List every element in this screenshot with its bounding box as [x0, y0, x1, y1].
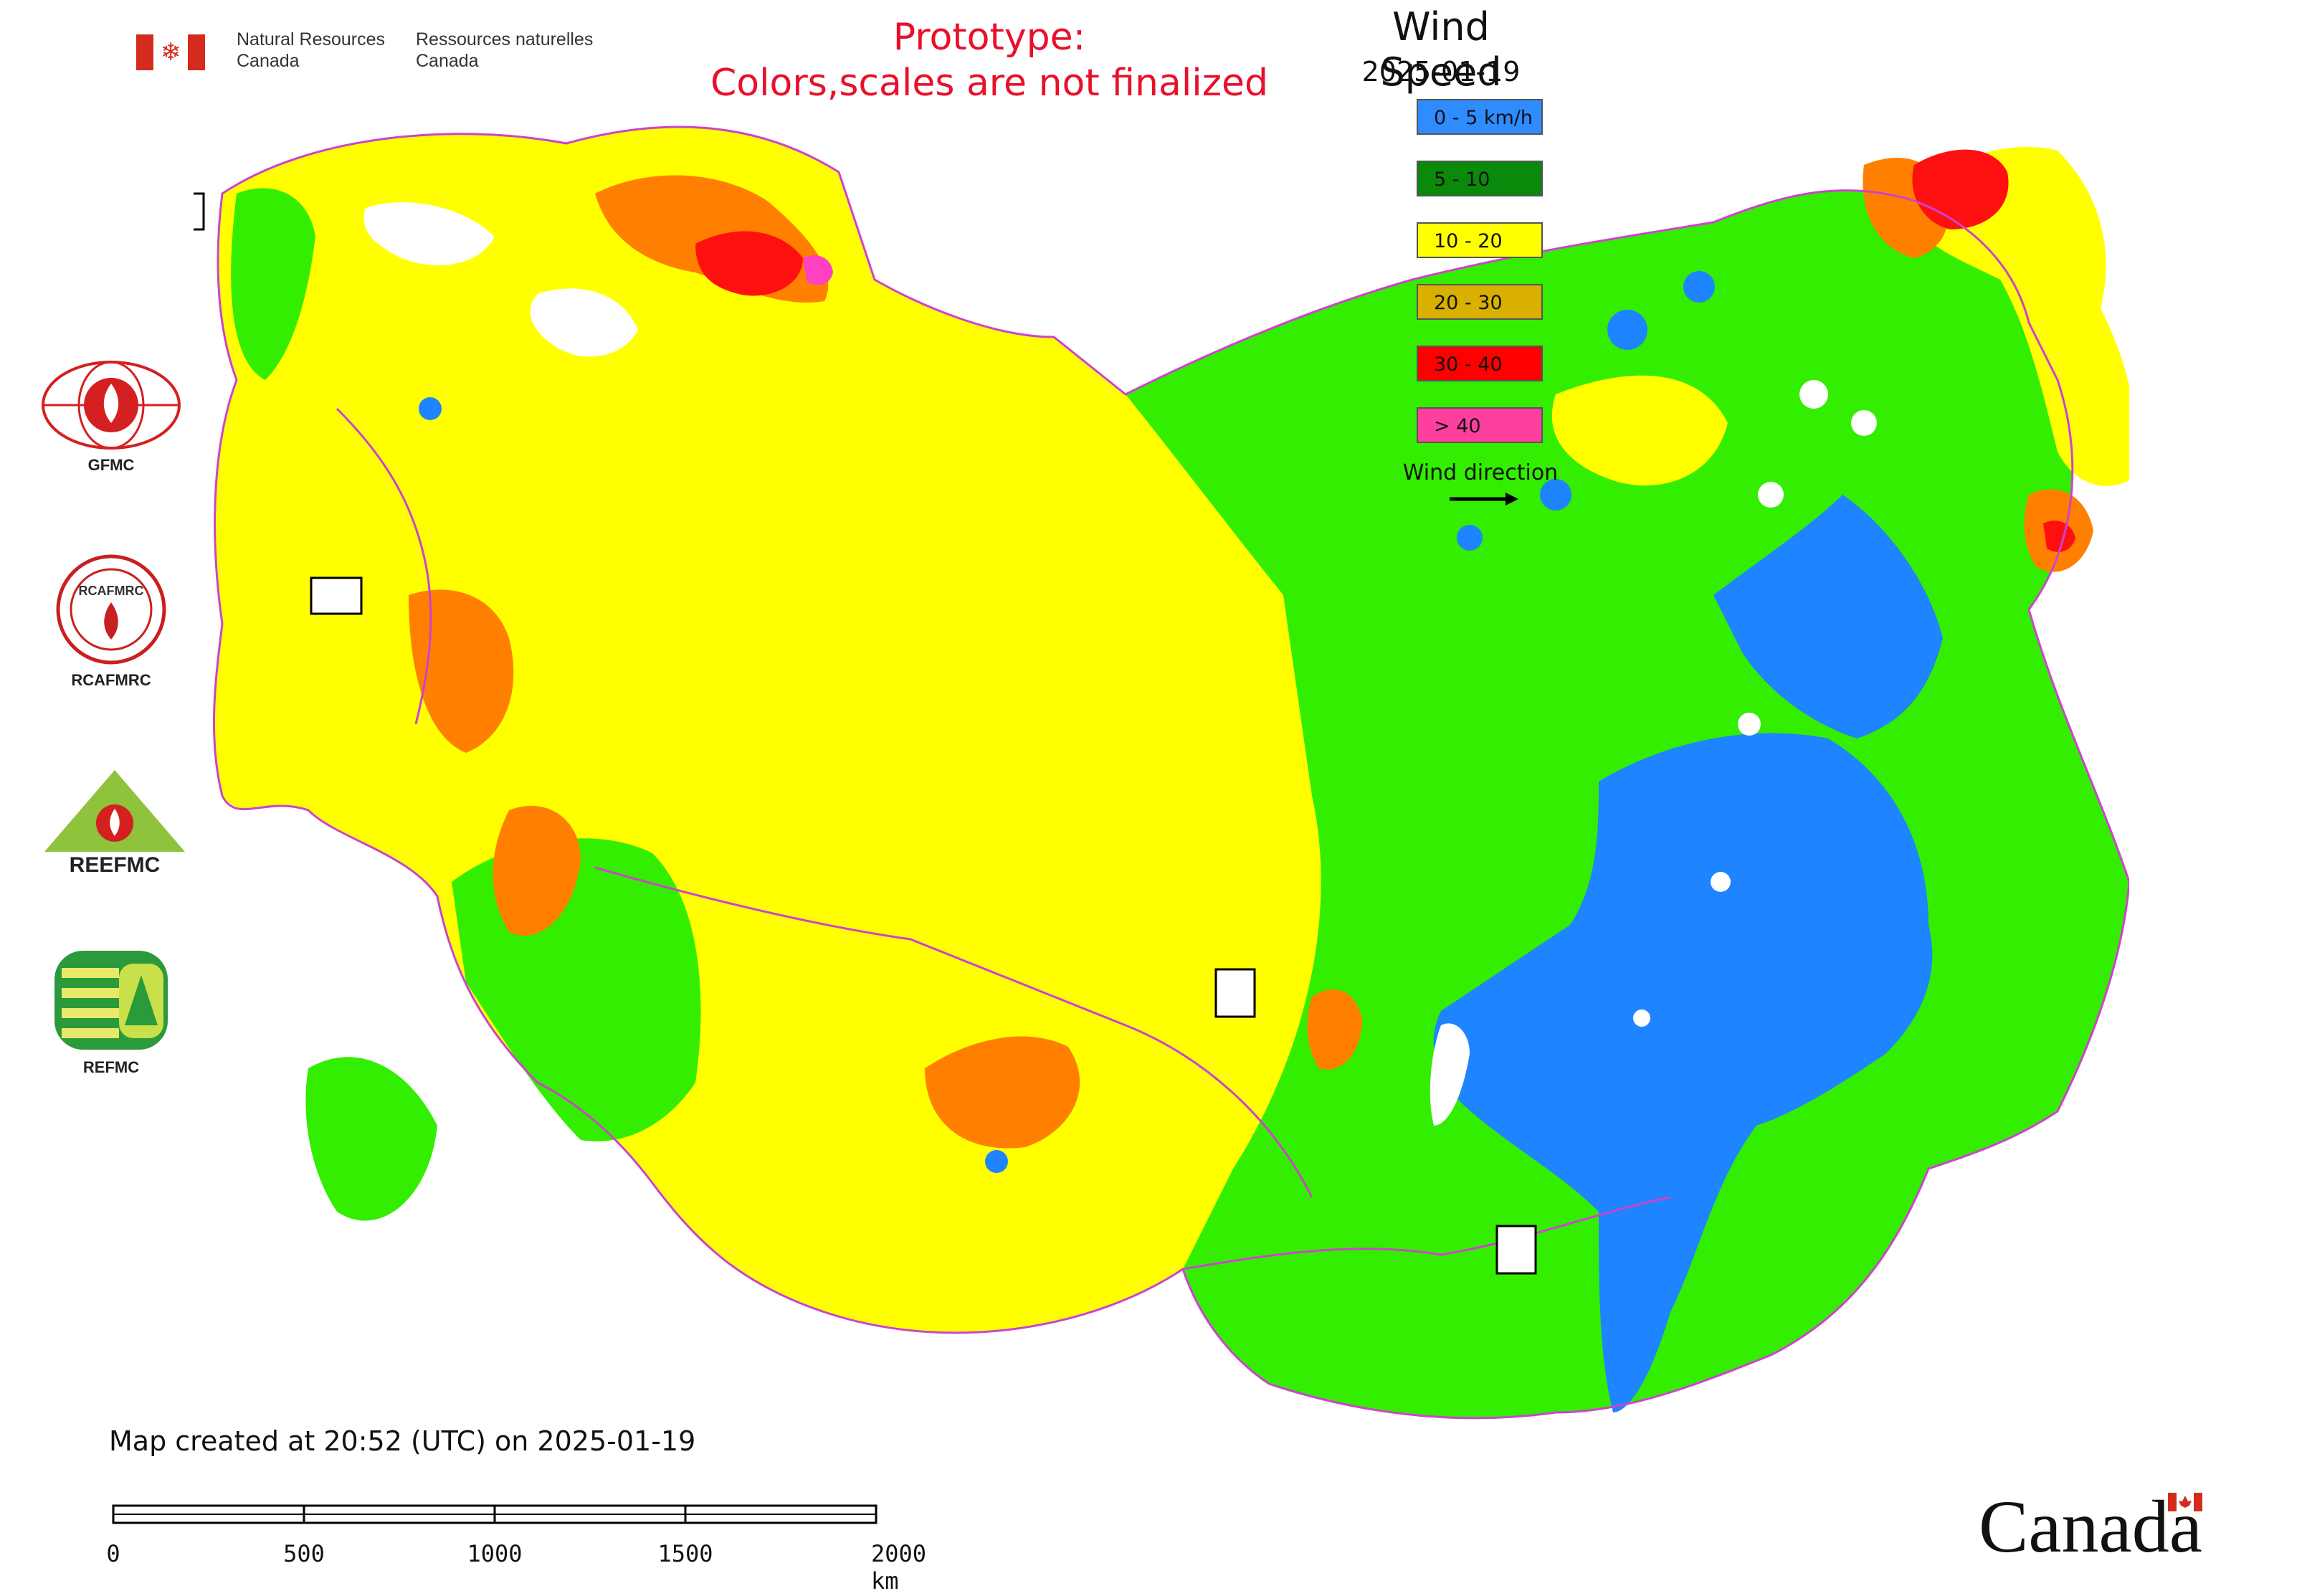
- reefmc-logo: REEFMC: [36, 767, 194, 879]
- wind-speed-map: [194, 125, 2129, 1420]
- region-gale: [803, 255, 833, 285]
- reefmc-logo-icon: REEFMC: [44, 770, 185, 877]
- legend-item-5-10: 5 - 10: [1417, 161, 1543, 196]
- legend-item-30-40: 30 - 40: [1417, 346, 1543, 381]
- refmc-label: REFMC: [82, 1058, 140, 1076]
- scale-bar-graphic: [112, 1504, 877, 1524]
- water-bodies: [363, 202, 1470, 1126]
- reefmc-wordmark: REEFMC: [70, 853, 161, 875]
- country-borders: [212, 125, 2129, 1420]
- scale-label-0: 0: [106, 1540, 120, 1567]
- canada-wordmark-flag-icon: [2167, 1493, 2202, 1511]
- svg-text:RCAFMRC: RCAFMRC: [79, 584, 144, 598]
- scale-label-500: 500: [283, 1540, 325, 1567]
- canada-flag-icon: ❄: [136, 34, 205, 70]
- rcafmrc-label: RCAFMRC: [71, 671, 151, 689]
- region-calm-east: [1433, 495, 1943, 1412]
- legend-item-10-20: 10 - 20: [1417, 222, 1543, 258]
- gfmc-logo-icon: [42, 361, 181, 450]
- region-northeast-moderate: [1551, 146, 2129, 486]
- nrcan-signature: ❄ Natural Resources Canada Ressources nat…: [136, 29, 609, 79]
- rcafmrc-site-marker: [1495, 1225, 1537, 1275]
- scale-label-2000: 2000 km: [871, 1540, 927, 1595]
- refmc-site-marker: [1214, 968, 1256, 1018]
- gfmc-site-marker: [194, 192, 205, 231]
- calm-spots: [419, 271, 1715, 1173]
- canada-wordmark: Canada: [1979, 1486, 2202, 1568]
- scale-label-1000: 1000: [467, 1540, 523, 1567]
- nrc-english-name: Natural Resources Canada: [237, 29, 386, 71]
- site-markers: [194, 192, 1537, 1275]
- gfmc-label: GFMC: [87, 456, 135, 474]
- scale-label-1500: 1500: [657, 1540, 713, 1567]
- legend-date: 2025-01-19: [1361, 56, 1521, 87]
- legend-title: Wind Speed: [1380, 4, 1502, 95]
- refmc-logo: REFMC: [50, 946, 172, 1077]
- refmc-logo-icon: [54, 951, 168, 1050]
- legend-item-20-30: 20 - 30: [1417, 284, 1543, 320]
- rcafmrc-logo-icon: RCAFMRC: [56, 554, 166, 665]
- prototype-notice: Prototype: Colors,scales are not finaliz…: [710, 16, 1269, 105]
- region-western-moderate: [214, 127, 1321, 1333]
- legend-item-0-5: 0 - 5 km/h: [1417, 99, 1543, 135]
- scale-bar: 0 500 1000 1500 2000 km: [106, 1498, 968, 1595]
- rcafmrc-logo: RCAFMRC RCAFMRC: [50, 552, 172, 690]
- wind-direction-arrow-icon: [1450, 493, 1518, 505]
- wind-direction-label: Wind direction: [1402, 460, 1559, 485]
- gfmc-logo: GFMC: [36, 358, 186, 475]
- legend-item-over-40: > 40: [1417, 407, 1543, 443]
- map-created-timestamp: Map created at 20:52 (UTC) on 2025-01-19: [109, 1425, 696, 1457]
- nrc-french-name: Ressources naturelles Canada: [416, 29, 594, 71]
- white-spots: [1633, 380, 1877, 1027]
- reefmc-site-marker: [310, 576, 363, 615]
